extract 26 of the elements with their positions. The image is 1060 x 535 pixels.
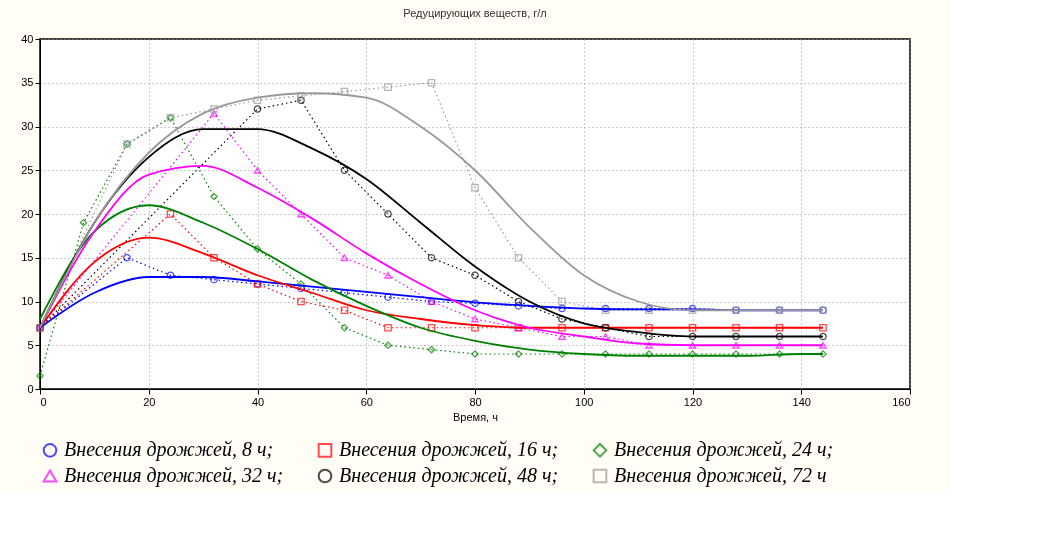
y-tick-label: 5 xyxy=(27,338,34,351)
y-tick-label: 40 xyxy=(21,32,34,45)
x-tick-label: 100 xyxy=(575,395,594,408)
x-tick-label: 40 xyxy=(251,395,265,408)
x-tick-label: 60 xyxy=(360,395,373,408)
y-tick-label: 25 xyxy=(21,163,34,176)
legend-label: Внесения дрожжей, 72 ч xyxy=(614,464,827,487)
x-tick-label: 0 xyxy=(40,395,47,408)
legend-label: Внесения дрожжей, 8 ч; xyxy=(64,438,274,462)
y-tick-label: 20 xyxy=(21,207,34,220)
chart-title: Редуцирующих веществ, г/л xyxy=(403,7,547,19)
y-tick-label: 35 xyxy=(21,76,34,89)
legend-label: Внесения дрожжей, 16 ч; xyxy=(339,438,559,462)
legend-label: Внесения дрожжей, 24 ч; xyxy=(614,438,834,462)
x-tick-label: 20 xyxy=(143,395,156,408)
x-tick-label: 140 xyxy=(792,395,811,408)
y-tick-label: 0 xyxy=(27,382,34,395)
legend-label: Внесения дрожжей, 32 ч; xyxy=(64,464,284,487)
x-tick-label: 120 xyxy=(683,395,703,408)
y-tick-label: 30 xyxy=(21,120,34,132)
legend-label: Внесения дрожжей, 48 ч; xyxy=(339,464,559,487)
y-tick-label: 15 xyxy=(21,251,34,264)
x-tick-label: 80 xyxy=(469,395,482,408)
x-axis-title: Время, ч xyxy=(453,410,498,423)
x-tick-label: 160 xyxy=(892,395,911,408)
y-tick-label: 10 xyxy=(21,295,34,307)
